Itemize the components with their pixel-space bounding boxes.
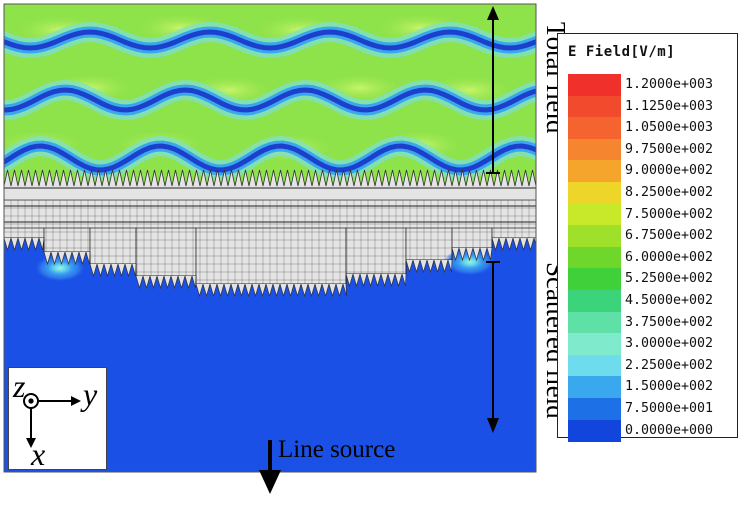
field-minima-bands (4, 21, 536, 181)
scattered-field-arrow (486, 261, 500, 433)
metasurface-top-spikes (4, 169, 536, 201)
metasurface-step (491, 227, 536, 239)
legend-label: 2.2500e+002 (625, 357, 714, 373)
legend-swatch (568, 333, 621, 356)
legend-swatch (568, 160, 621, 183)
legend-label: 3.0000e+002 (625, 336, 714, 352)
z-axis-label: z (13, 368, 26, 404)
scattered-under-profile (4, 238, 536, 472)
coordinate-axes-inset: z y x (8, 367, 107, 470)
line-source-arrow (259, 440, 281, 494)
legend-label: 1.1250e+003 (625, 98, 714, 114)
x-axis-label: x (31, 436, 46, 472)
legend-title: E Field[V/m] (568, 44, 676, 60)
legend-label: 6.7500e+002 (625, 228, 714, 244)
color-legend: E Field[V/m] 1.2000e+003 1.1250e+003 1.050… (557, 33, 738, 442)
legend-label: 4.5000e+002 (625, 293, 714, 308)
legend-swatch (568, 268, 621, 291)
band-core (4, 143, 536, 173)
legend-label: 7.5000e+002 (625, 206, 714, 222)
legend-swatch (568, 290, 621, 312)
legend-swatch (568, 376, 621, 399)
legend-label: 6.0000e+002 (625, 249, 714, 265)
metasurface-structure (4, 169, 536, 472)
legend-label: 9.7500e+002 (625, 141, 714, 157)
metasurface-step (345, 227, 407, 275)
legend-swatch (568, 95, 621, 118)
legend-swatch (568, 225, 621, 248)
legend-label: 1.5000e+002 (625, 379, 714, 395)
legend-swatch (568, 311, 621, 334)
metasurface-step (89, 227, 137, 265)
legend-label: 0.0000e+000 (625, 422, 714, 438)
legend-swatch (568, 117, 621, 140)
total-field-arrow (486, 6, 500, 174)
metasurface-bottom-spikes (4, 237, 536, 298)
metasurface-step (451, 227, 493, 249)
band-core (4, 87, 536, 113)
line-source-label: Line source (278, 436, 396, 463)
band-core (4, 29, 536, 51)
legend-swatch (568, 138, 621, 161)
legend-swatch (568, 74, 621, 96)
legend-label: 9.0000e+002 (625, 163, 714, 179)
legend-swatch (568, 182, 621, 204)
legend-label: 5.2500e+002 (625, 271, 714, 287)
legend-label: 3.7500e+002 (625, 314, 714, 330)
y-axis-label: y (83, 376, 98, 412)
legend-swatch (568, 419, 621, 442)
legend-swatch (568, 246, 621, 269)
legend-swatch (568, 203, 621, 226)
metasurface-step (4, 227, 45, 239)
axis-arrows (23, 393, 81, 448)
legend-swatch (568, 354, 621, 377)
legend-label: 1.2000e+003 (625, 77, 714, 92)
metasurface-step (405, 227, 453, 261)
legend-label: 8.2500e+002 (625, 185, 714, 200)
legend-label: 7.5000e+001 (625, 401, 714, 416)
legend-swatch (568, 398, 621, 420)
metasurface-step (135, 227, 197, 277)
legend-label: 1.0500e+003 (625, 120, 714, 136)
